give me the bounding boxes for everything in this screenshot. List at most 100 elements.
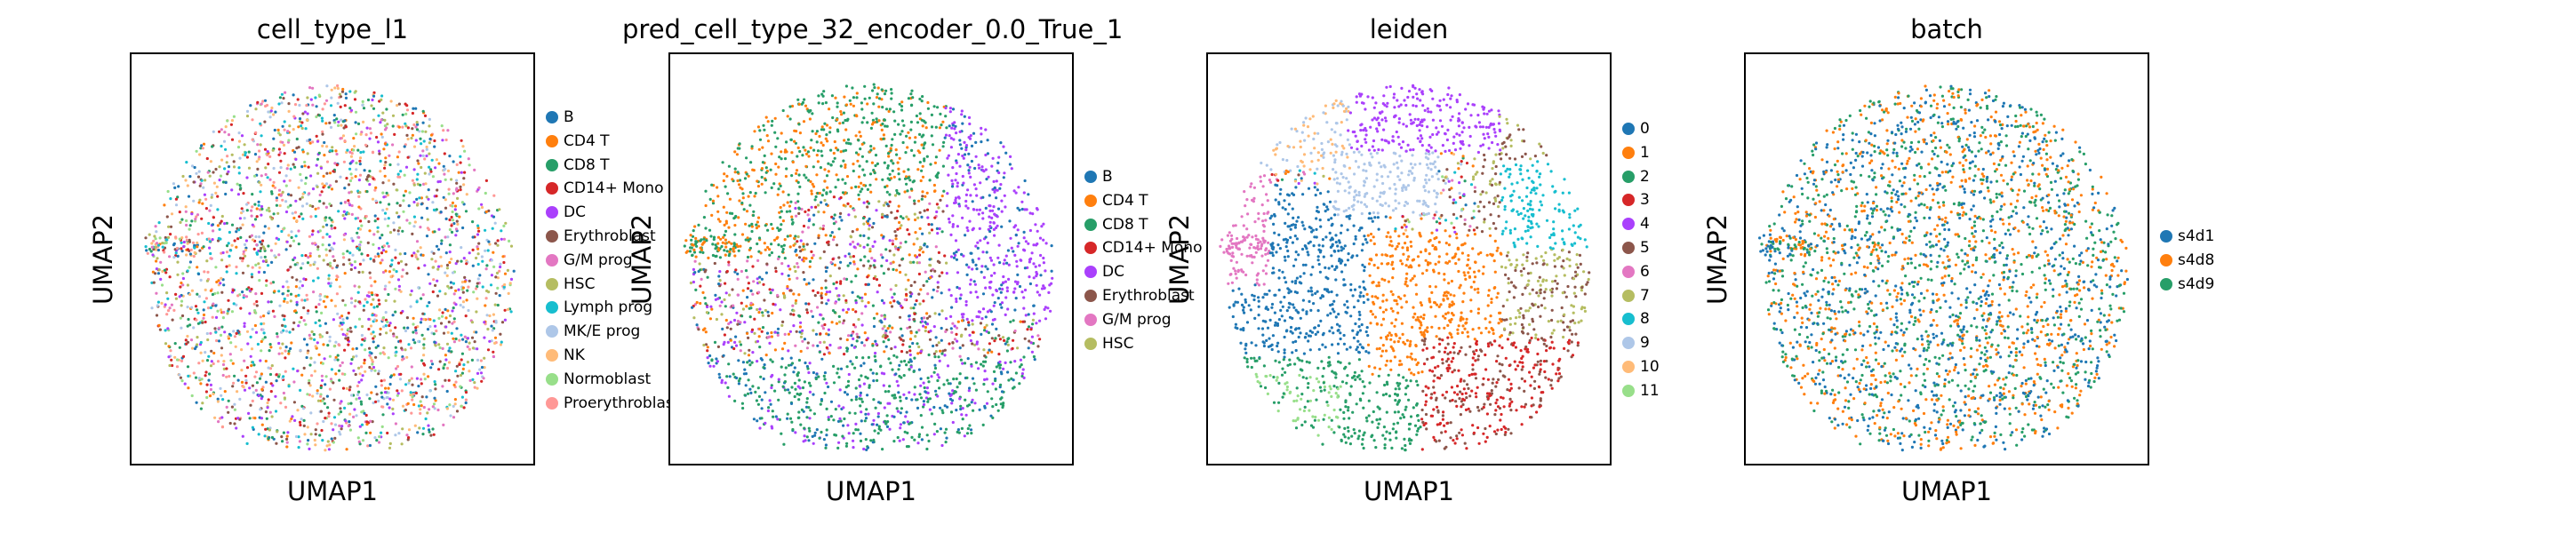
- scatter-point: [980, 140, 983, 144]
- scatter-point: [353, 260, 357, 264]
- scatter-point: [283, 297, 286, 301]
- scatter-point: [266, 150, 269, 154]
- scatter-point: [339, 137, 342, 140]
- scatter-point: [930, 375, 933, 378]
- scatter-point: [758, 307, 762, 311]
- scatter-point: [343, 272, 347, 275]
- scatter-point: [444, 235, 447, 239]
- scatter-point: [231, 362, 235, 365]
- scatter-point: [323, 357, 326, 361]
- scatter-point: [185, 223, 188, 227]
- scatter-point: [359, 400, 363, 403]
- scatter-point: [924, 390, 927, 394]
- scatter-point: [784, 148, 788, 152]
- scatter-point: [196, 266, 199, 269]
- scatter-point: [701, 290, 705, 294]
- scatter-point: [724, 282, 727, 285]
- scatter-point: [254, 311, 258, 314]
- scatter-point: [898, 178, 901, 181]
- scatter-point: [366, 444, 370, 448]
- scatter-point: [863, 97, 867, 100]
- scatter-point: [995, 289, 998, 293]
- scatter-point: [372, 365, 376, 370]
- scatter-point: [395, 270, 398, 274]
- scatter-point: [959, 404, 963, 408]
- scatter-point: [190, 346, 195, 350]
- scatter-point: [718, 376, 722, 379]
- scatter-point: [996, 169, 999, 172]
- scatter-point: [1003, 259, 1006, 262]
- scatter-point: [496, 276, 500, 280]
- scatter-point: [422, 343, 426, 346]
- scatter-point: [1003, 338, 1006, 342]
- scatter-point: [343, 200, 348, 204]
- scatter-point: [1028, 282, 1032, 286]
- scatter-point: [201, 202, 204, 205]
- scatter-point: [953, 324, 956, 328]
- scatter-point: [386, 320, 389, 324]
- scatter-point: [194, 219, 197, 223]
- scatter-point: [886, 420, 890, 424]
- scatter-point: [439, 322, 444, 325]
- scatter-point: [939, 427, 942, 431]
- scatter-point: [371, 150, 375, 154]
- scatter-point: [268, 349, 271, 353]
- scatter-point: [857, 318, 860, 322]
- scatter-point: [734, 335, 738, 338]
- scatter-point: [420, 216, 424, 219]
- scatter-point: [382, 147, 386, 151]
- scatter-point: [252, 247, 256, 251]
- scatter-point: [207, 354, 211, 358]
- scatter-point: [252, 391, 255, 394]
- scatter-point: [286, 193, 291, 196]
- scatter-point: [283, 179, 286, 183]
- scatter-point: [892, 253, 896, 257]
- scatter-point: [279, 194, 283, 197]
- scatter-point: [1002, 367, 1005, 370]
- scatter-point: [708, 364, 712, 368]
- scatter-point: [381, 191, 385, 195]
- scatter-point: [325, 233, 329, 236]
- scatter-point: [340, 202, 343, 205]
- scatter-point: [297, 293, 300, 297]
- scatter-point: [872, 418, 876, 422]
- scatter-point: [419, 154, 422, 157]
- scatter-point: [396, 389, 399, 393]
- scatter-point: [179, 316, 182, 320]
- scatter-point: [311, 86, 315, 90]
- scatter-point: [1020, 363, 1023, 367]
- scatter-point: [468, 347, 471, 351]
- scatter-point: [343, 104, 347, 107]
- scatter-point: [342, 238, 346, 242]
- scatter-point: [409, 346, 413, 350]
- scatter-point: [1007, 263, 1011, 266]
- scatter-point: [372, 177, 375, 180]
- scatter-point: [713, 261, 716, 266]
- scatter-point: [974, 263, 978, 266]
- scatter-point: [299, 423, 302, 427]
- scatter-point: [327, 243, 331, 247]
- scatter-point: [362, 107, 366, 110]
- scatter-point: [928, 179, 932, 182]
- scatter-point: [1024, 314, 1028, 317]
- scatter-point: [771, 119, 774, 123]
- scatter-point: [874, 359, 877, 362]
- scatter-point: [956, 225, 959, 228]
- scatter-point: [461, 367, 465, 370]
- scatter-point: [726, 386, 730, 389]
- scatter-point: [852, 432, 855, 435]
- scatter-point: [314, 428, 317, 432]
- scatter-point: [428, 165, 431, 169]
- scatter-point: [417, 404, 420, 408]
- scatter-point: [165, 215, 169, 219]
- scatter-point: [265, 417, 268, 420]
- scatter-point: [385, 191, 388, 195]
- scatter-point: [756, 220, 759, 224]
- scatter-point: [490, 339, 493, 343]
- scatter-point: [922, 324, 925, 328]
- scatter-point: [388, 154, 391, 157]
- scatter-point: [420, 142, 423, 146]
- scatter-point: [896, 210, 900, 213]
- scatter-point: [208, 174, 212, 178]
- scatter-point: [407, 428, 412, 432]
